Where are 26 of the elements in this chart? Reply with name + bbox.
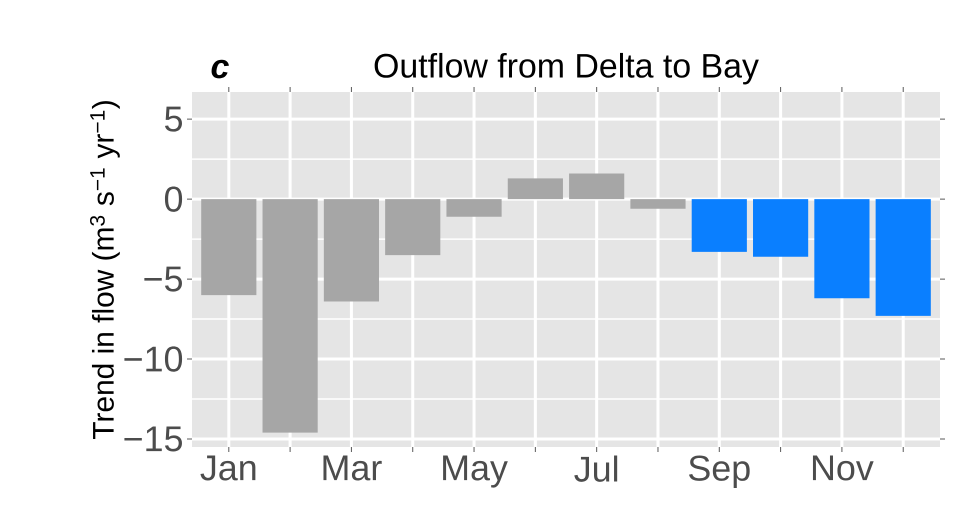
x-tick-label: May [443, 456, 508, 488]
y-axis-title: Trend in flow (m$^{3}$ s$^{−1}$ yr$^{−1}$) [90, 101, 120, 440]
bar [569, 174, 624, 200]
bar [201, 199, 256, 296]
bar [508, 178, 563, 200]
x-tick-label: Nov [812, 456, 874, 481]
bar [876, 199, 931, 316]
chart-title: Outflow from Delta to Bay [374, 52, 759, 84]
bar [446, 199, 502, 217]
bar [262, 199, 318, 433]
bar [753, 199, 808, 257]
x-tick-label: Jul [574, 456, 618, 482]
x-tick-label: Sep [689, 456, 750, 488]
bar [385, 199, 440, 256]
bar [692, 199, 747, 252]
y-tick-label: 0 [164, 186, 182, 212]
bar [630, 199, 686, 209]
bar [814, 199, 870, 298]
y-tick-label: 5 [164, 106, 182, 132]
x-tick-label: Mar [323, 456, 382, 481]
bar [324, 199, 380, 302]
y-tick-label: −15 [124, 426, 182, 452]
y-tick-label: −5 [144, 266, 182, 292]
y-tick-label: −10 [124, 346, 182, 372]
x-tick-label: Jan [200, 456, 256, 481]
text: c [212, 60, 229, 78]
